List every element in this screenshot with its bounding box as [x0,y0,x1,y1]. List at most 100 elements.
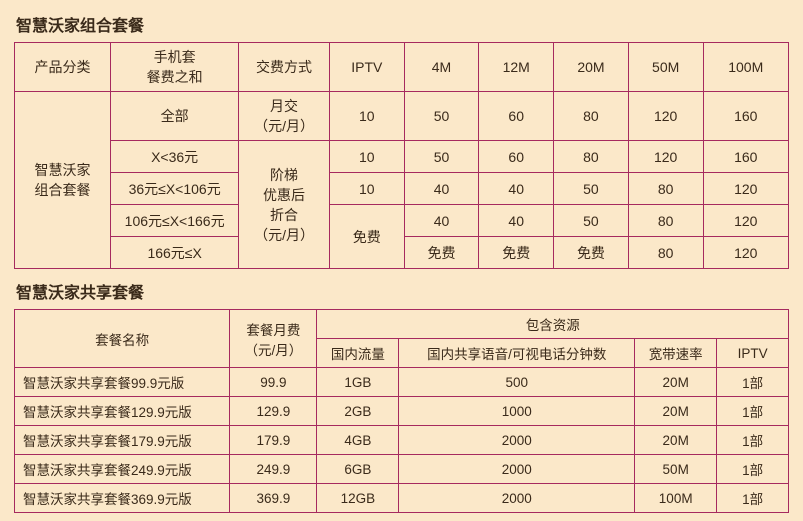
table-row: 智慧沃家共享套餐179.9元版 179.9 4GB 2000 20M 1部 [15,426,789,455]
table-row: 智慧沃家共享套餐129.9元版 129.9 2GB 1000 20M 1部 [15,397,789,426]
cell: 179.9 [230,426,317,455]
share-table: 套餐名称 套餐月费 （元/月） 包含资源 国内流量 国内共享语音/可视电话分钟数… [14,309,789,513]
table-row: 智慧沃家共享套餐369.9元版 369.9 12GB 2000 100M 1部 [15,484,789,513]
pay-step-l1: 阶梯 [241,165,327,185]
header-iptv: IPTV [329,43,404,92]
pay-step-l2: 优惠后 [241,185,327,205]
cell: 6GB [317,455,399,484]
plan-name-cell: 智慧沃家共享套餐249.9元版 [15,455,230,484]
cell: 120 [703,173,788,205]
cell: 12GB [317,484,399,513]
category-l1: 智慧沃家 [17,160,108,180]
cell: 80 [628,173,703,205]
section-title-share: 智慧沃家共享套餐 [16,279,789,303]
iptv-free-cell: 免费 [329,205,404,269]
cell: 1000 [399,397,635,426]
pay-l1: 月交 [241,96,327,116]
plan-name-cell: 智慧沃家共享套餐179.9元版 [15,426,230,455]
header-phone-fee-l1: 手机套 [113,47,236,67]
pay-monthly-cell: 月交 （元/月） [239,92,330,141]
table-header-row: 产品分类 手机套 餐费之和 交费方式 IPTV 4M 12M 20M 50M 1… [15,43,789,92]
cell: 80 [628,205,703,237]
cell: 1部 [717,426,789,455]
header-monthly-fee: 套餐月费 （元/月） [230,310,317,368]
header-resources-group: 包含资源 [317,310,789,339]
cell: 2000 [399,484,635,513]
cell: 80 [628,237,703,269]
cell: 80 [554,92,629,141]
fee-l2: （元/月） [232,339,314,359]
pay-step-l4: （元/月） [241,225,327,245]
cell: 120 [703,205,788,237]
cell: 1部 [717,484,789,513]
plan-name-cell: 智慧沃家共享套餐99.9元版 [15,368,230,397]
plan-name-cell: 智慧沃家共享套餐369.9元版 [15,484,230,513]
header-100m: 100M [703,43,788,92]
header-bandwidth: 宽带速率 [635,339,717,368]
cell: 免费 [479,237,554,269]
cell: 4GB [317,426,399,455]
header-traffic: 国内流量 [317,339,399,368]
cell: 60 [479,92,554,141]
table-row: 106元≤X<166元 免费 40 40 50 80 120 [15,205,789,237]
header-voice: 国内共享语音/可视电话分钟数 [399,339,635,368]
cell: 免费 [404,237,479,269]
cell: 40 [404,205,479,237]
cell: 2000 [399,426,635,455]
cell: 40 [479,205,554,237]
cell: 129.9 [230,397,317,426]
cell: 2GB [317,397,399,426]
cell: 50 [404,141,479,173]
cell: 160 [703,92,788,141]
header-20m: 20M [554,43,629,92]
pay-step-cell: 阶梯 优惠后 折合 （元/月） [239,141,330,269]
cell: 2000 [399,455,635,484]
tier-cell: 36元≤X<106元 [111,173,239,205]
table-row: X<36元 阶梯 优惠后 折合 （元/月） 10 50 60 80 120 16… [15,141,789,173]
cell: 120 [703,237,788,269]
header-payment: 交费方式 [239,43,330,92]
cell: 60 [479,141,554,173]
table-row: 智慧沃家 组合套餐 全部 月交 （元/月） 10 50 60 80 120 16… [15,92,789,141]
cell: 99.9 [230,368,317,397]
table-row: 智慧沃家共享套餐249.9元版 249.9 6GB 2000 50M 1部 [15,455,789,484]
section-title-combo: 智慧沃家组合套餐 [16,12,789,36]
category-cell: 智慧沃家 组合套餐 [15,92,111,269]
header-phone-fee-l2: 餐费之和 [113,67,236,87]
cell: 40 [404,173,479,205]
combo-table: 产品分类 手机套 餐费之和 交费方式 IPTV 4M 12M 20M 50M 1… [14,42,789,269]
header-50m: 50M [628,43,703,92]
plan-name-cell: 智慧沃家共享套餐129.9元版 [15,397,230,426]
cell: 50 [554,173,629,205]
header-category: 产品分类 [15,43,111,92]
table-row: 智慧沃家共享套餐99.9元版 99.9 1GB 500 20M 1部 [15,368,789,397]
cell: 500 [399,368,635,397]
fee-l1: 套餐月费 [232,319,314,339]
cell: 20M [635,426,717,455]
cell: 50M [635,455,717,484]
cell: 1部 [717,455,789,484]
cell: 1GB [317,368,399,397]
cell: 160 [703,141,788,173]
cell: 120 [628,92,703,141]
cell: 50 [404,92,479,141]
cell: 10 [329,173,404,205]
cell: 120 [628,141,703,173]
cell: 10 [329,141,404,173]
cell: 100M [635,484,717,513]
header-4m: 4M [404,43,479,92]
cell: 20M [635,397,717,426]
tier-cell: X<36元 [111,141,239,173]
cell: 10 [329,92,404,141]
header-phone-fee: 手机套 餐费之和 [111,43,239,92]
header-12m: 12M [479,43,554,92]
cell: 50 [554,205,629,237]
pay-l2: （元/月） [241,116,327,136]
tier-cell: 166元≤X [111,237,239,269]
cell: 80 [554,141,629,173]
cell: 249.9 [230,455,317,484]
table-header-row: 套餐名称 套餐月费 （元/月） 包含资源 [15,310,789,339]
tier-cell: 全部 [111,92,239,141]
pay-step-l3: 折合 [241,205,327,225]
table-row: 36元≤X<106元 10 40 40 50 80 120 [15,173,789,205]
